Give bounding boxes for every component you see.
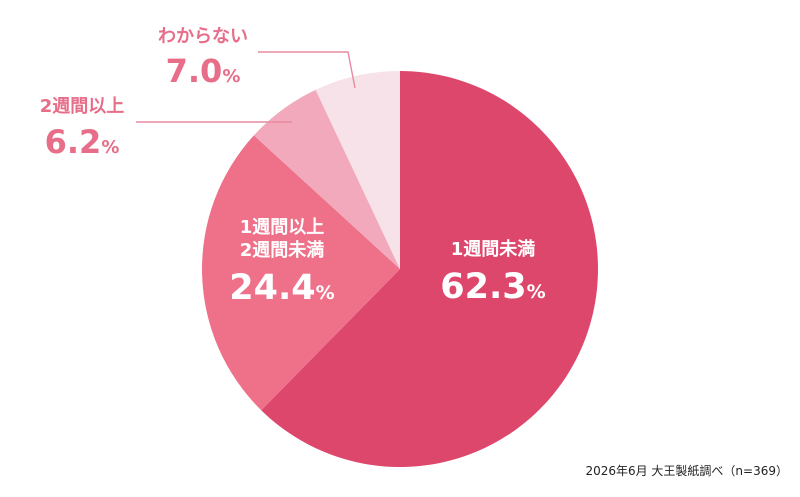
source-note: 2026年6月 大王製紙調べ（n=369）	[585, 464, 788, 478]
slice-label-2-line-1: 1週間以上	[240, 217, 325, 238]
pie-slice-3	[253, 89, 400, 269]
slice-label-1-line-1: 1週間未満	[451, 238, 536, 260]
pie-slice-4	[315, 71, 400, 269]
slice-value-3: 6.2%	[45, 123, 120, 161]
slice-value-2: 24.4%	[229, 268, 334, 308]
slice-label-3-line-1: 2週間以上	[40, 96, 125, 117]
pie-slice-2	[202, 135, 400, 411]
slice-value-1: 62.3%	[440, 267, 545, 307]
slice-value-4: 7.0%	[166, 52, 241, 90]
slice-label-2-line-2: 2週間未満	[240, 239, 325, 261]
leader-line-4	[258, 51, 356, 89]
slice-label-4-line-1: わからない	[158, 26, 248, 47]
pie-slice-1	[261, 71, 599, 468]
